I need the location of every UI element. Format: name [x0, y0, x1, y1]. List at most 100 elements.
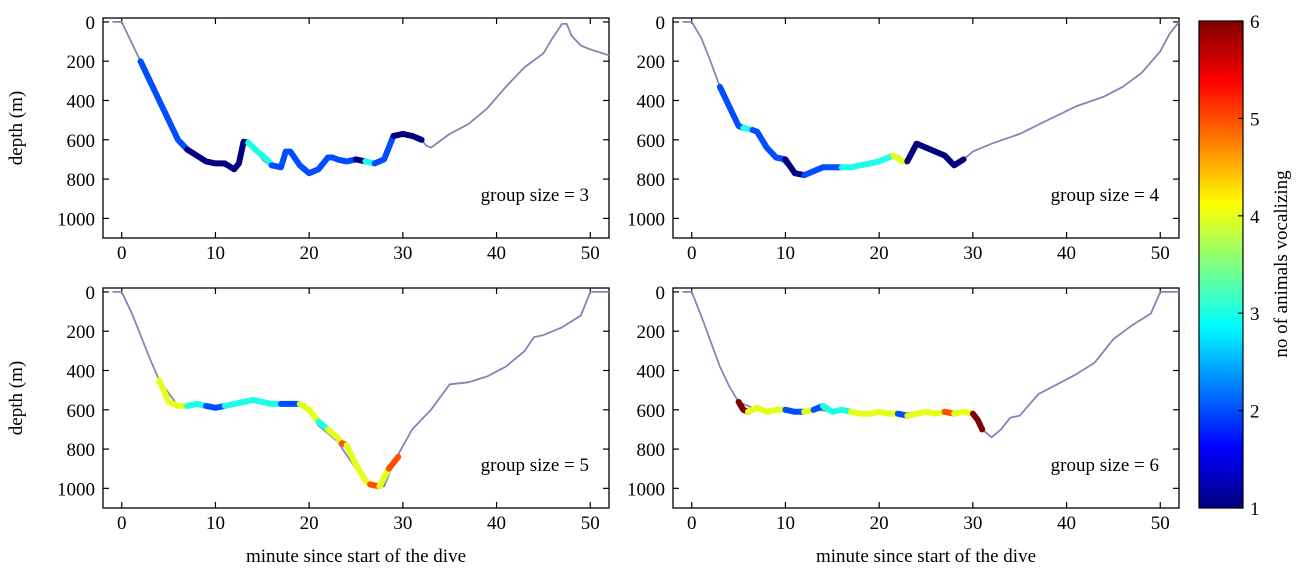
x-tick-label: 50 — [1151, 243, 1170, 264]
panel-group-size-6: 0 10 20 30 40 50 0 200 400 600 800 1000 group size =… — [627, 283, 1180, 534]
colorbar-label: no of animals vocalizing — [1271, 170, 1292, 358]
vocalizing-segment — [385, 453, 402, 472]
vocalizing-segment — [848, 408, 901, 417]
plot-frame — [102, 287, 610, 509]
y-tick-label: 0 — [86, 13, 96, 34]
x-tick-label: 0 — [687, 243, 697, 264]
y-tick-label: 400 — [67, 362, 96, 383]
vocalizing-segment — [390, 130, 425, 143]
x-tick-label: 0 — [687, 513, 697, 534]
y-tick-label: 1000 — [57, 209, 95, 230]
vocalizing-segment — [904, 140, 967, 169]
y-tick-label: 600 — [67, 401, 96, 422]
ylabel-top-left: depth (m) — [6, 91, 27, 165]
y-tick-label: 400 — [637, 92, 666, 113]
y-tick-label: 0 — [86, 283, 96, 304]
panel-group-size-5: 0 10 20 30 40 50 0 200 400 600 800 1000 group size =… — [57, 283, 610, 534]
y-tick-label: 600 — [67, 131, 96, 152]
y-tick-label: 200 — [637, 322, 666, 343]
x-tick-label: 40 — [487, 513, 506, 534]
x-tick-label: 0 — [117, 243, 127, 264]
vocalizing-segment — [782, 406, 808, 415]
y-tick-label: 1000 — [627, 479, 665, 500]
y-tick-label: 800 — [637, 440, 666, 461]
vocalizing-segment — [904, 408, 948, 419]
x-tick-label: 50 — [581, 243, 600, 264]
vocalizing-segment — [137, 58, 191, 153]
vocalizing-segment — [245, 139, 275, 169]
x-tick-label: 20 — [870, 513, 889, 534]
colorbar-tick-label: 6 — [1250, 12, 1260, 33]
x-tick-label: 20 — [300, 243, 319, 264]
colorbar-tick-label: 5 — [1250, 109, 1260, 130]
x-tick-label: 20 — [300, 513, 319, 534]
plot-frame — [672, 287, 1180, 509]
y-tick-label: 800 — [637, 170, 666, 191]
y-tick-label: 800 — [67, 440, 96, 461]
vocalizing-segment — [184, 138, 252, 173]
x-tick-label: 30 — [393, 513, 412, 534]
x-tick-label: 20 — [870, 243, 889, 264]
x-tick-label: 40 — [1057, 513, 1076, 534]
y-tick-label: 1000 — [627, 209, 665, 230]
x-tick-label: 40 — [1057, 243, 1076, 264]
y-tick-label: 200 — [67, 52, 96, 73]
group-size-annotation: group size = 5 — [481, 455, 589, 476]
x-tick-label: 30 — [963, 243, 982, 264]
y-tick-label: 0 — [656, 283, 666, 304]
ylabel-bottom-left: depth (m) — [6, 361, 27, 435]
x-tick-label: 10 — [206, 243, 225, 264]
plot-frame — [672, 17, 1180, 239]
colorbar-tick-label: 3 — [1250, 304, 1260, 325]
x-tick-label: 10 — [776, 243, 795, 264]
vocalizing-segment — [951, 408, 976, 417]
x-tick-label: 50 — [1151, 513, 1170, 534]
colorbar-tick-label: 2 — [1250, 402, 1260, 423]
x-tick-label: 10 — [776, 513, 795, 534]
y-tick-label: 1000 — [57, 479, 95, 500]
vocalizing-segment — [221, 397, 284, 409]
x-tick-label: 30 — [963, 513, 982, 534]
colorbar-tick-label: 1 — [1250, 499, 1260, 520]
vocalizing-segment — [801, 164, 845, 179]
vocalizing-segment — [184, 400, 210, 409]
vocalizing-segment — [203, 402, 228, 411]
vocalizing-segment — [969, 410, 986, 433]
x-tick-label: 10 — [206, 513, 225, 534]
vocalizing-segment — [745, 404, 789, 415]
group-size-annotation: group size = 3 — [481, 185, 589, 206]
x-tick-label: 40 — [487, 243, 506, 264]
vocalizing-segment — [343, 442, 374, 488]
colorbar: 1 2 3 4 5 6 no of animals vocalizing — [1198, 12, 1292, 520]
vocalizing-segment — [376, 465, 392, 490]
colorbar-gradient — [1198, 20, 1244, 509]
colorbar-tick-label: 4 — [1250, 207, 1260, 228]
vocalizing-segment — [268, 148, 359, 177]
y-tick-label: 200 — [67, 322, 96, 343]
vocalizing-segment — [819, 402, 854, 415]
y-tick-label: 600 — [637, 131, 666, 152]
vocalizing-segment — [838, 152, 897, 171]
y-tick-label: 600 — [637, 401, 666, 422]
y-tick-label: 200 — [637, 52, 666, 73]
y-tick-label: 400 — [67, 92, 96, 113]
group-size-annotation: group size = 6 — [1051, 455, 1159, 476]
group-size-annotation: group size = 4 — [1051, 185, 1160, 206]
vocalizing-segment — [749, 127, 789, 163]
xlabel-bottom-right: minute since start of the dive — [816, 546, 1036, 567]
x-tick-label: 50 — [581, 513, 600, 534]
panel-group-size-3: 0 10 20 30 40 50 0 200 400 600 800 1000 group size =… — [57, 13, 610, 264]
y-tick-label: 800 — [67, 170, 96, 191]
x-tick-label: 30 — [393, 243, 412, 264]
vocalizing-segment — [782, 156, 808, 179]
panel-group-size-4: 0 10 20 30 40 50 0 200 400 600 800 1000 group size =… — [627, 13, 1180, 264]
x-tick-label: 0 — [117, 513, 127, 534]
vocalizing-segment — [371, 132, 397, 167]
vocalizing-segment — [296, 400, 322, 425]
vocalizing-segment — [156, 377, 191, 409]
vocalizing-segment — [716, 83, 747, 131]
y-tick-label: 400 — [637, 362, 666, 383]
plot-frame — [102, 17, 610, 239]
xlabel-bottom-left: minute since start of the dive — [246, 546, 466, 567]
